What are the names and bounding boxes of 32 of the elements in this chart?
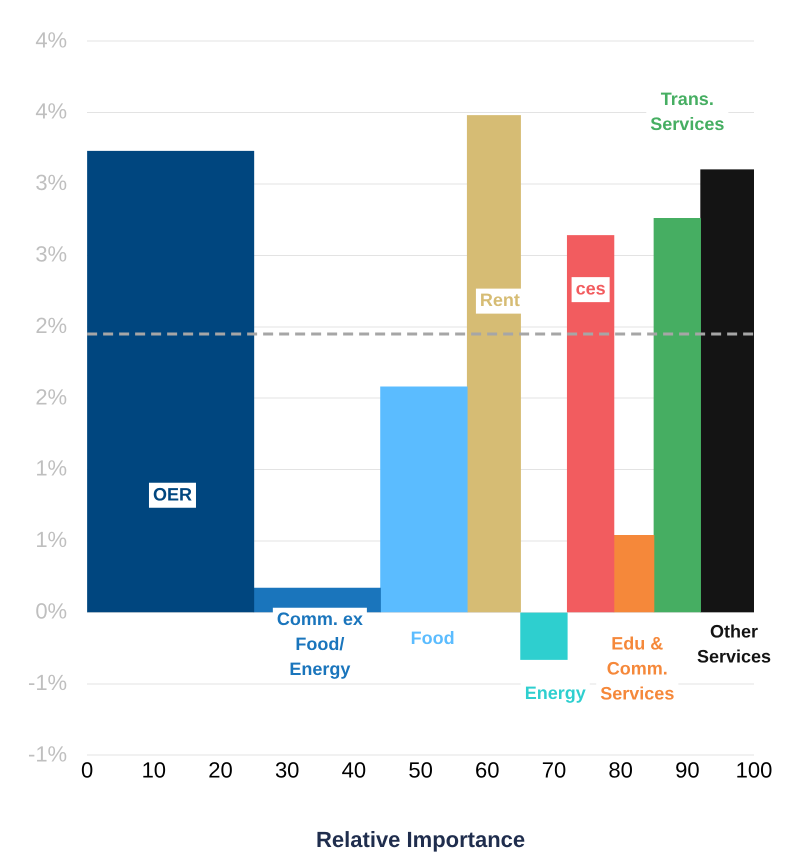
annotation: Energy — [524, 682, 586, 703]
annotation: Edu & Comm. Services — [600, 633, 674, 704]
annotation: Other Services — [696, 622, 772, 667]
y-tick-label: 1% — [35, 527, 68, 552]
annotation: Comm. ex Food/ Energy — [276, 609, 363, 680]
x-axis-title: Relative Importance — [316, 826, 526, 852]
y-tick-label: 2% — [35, 384, 68, 410]
y-tick-label: 3% — [35, 241, 68, 266]
annotation: Trans. Services — [650, 89, 724, 134]
x-tick-label: 40 — [342, 757, 366, 782]
y-tick-label: 4% — [35, 27, 68, 52]
x-tick-label: 100 — [736, 757, 772, 782]
x-tick-label: 0 — [81, 757, 94, 782]
y-tick-label: 1% — [35, 456, 68, 481]
annotation: Food — [410, 628, 455, 648]
annotation: ces — [576, 278, 606, 299]
annotation: OER — [152, 484, 192, 504]
y-tick-label: -1% — [28, 670, 68, 695]
y-tick-label: 4% — [35, 98, 68, 124]
y-tick-label: 0% — [35, 598, 68, 624]
x-tick-label: 20 — [208, 757, 233, 782]
annotation: Rent — [480, 290, 520, 310]
x-tick-label: 80 — [608, 757, 633, 782]
x-tick-label: 30 — [274, 757, 300, 782]
x-tick-label: 10 — [142, 757, 166, 782]
y-tick-label: -1% — [28, 741, 68, 766]
y-tick-label: 2% — [35, 312, 68, 338]
x-tick-label: 70 — [542, 757, 566, 782]
y-tick-label: 3% — [35, 170, 68, 196]
x-tick-label: 50 — [408, 757, 433, 782]
x-tick-label: 90 — [675, 757, 700, 782]
x-tick-label: 60 — [475, 757, 500, 782]
